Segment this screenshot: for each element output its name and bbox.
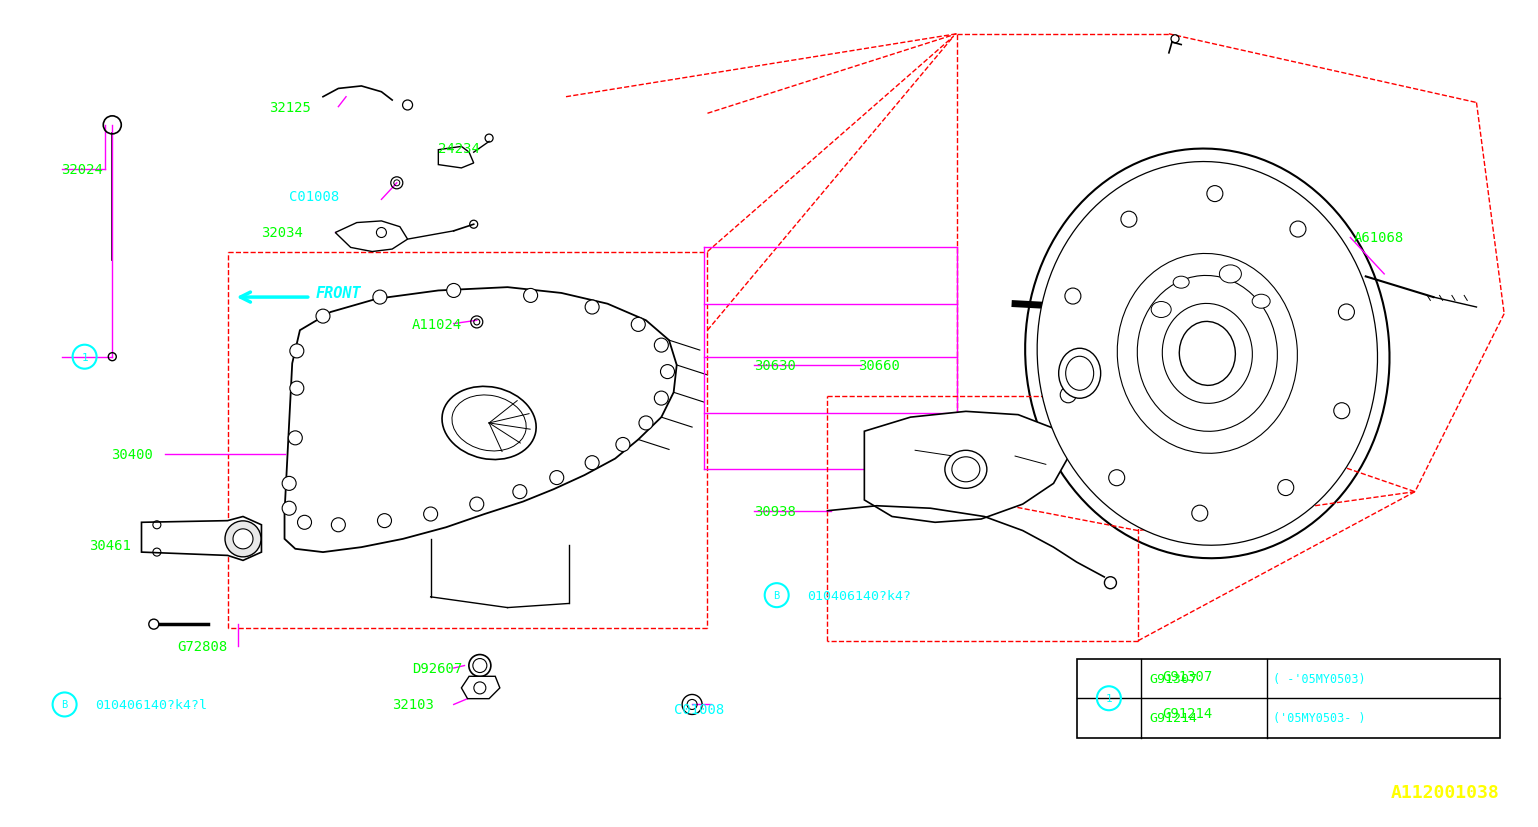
Text: A112001038: A112001038 bbox=[1390, 783, 1500, 801]
Circle shape bbox=[1121, 212, 1137, 228]
Text: A11024: A11024 bbox=[412, 318, 463, 331]
Polygon shape bbox=[141, 517, 261, 561]
Ellipse shape bbox=[1066, 356, 1094, 391]
Text: FRONT: FRONT bbox=[315, 286, 361, 301]
Text: 30630: 30630 bbox=[754, 359, 795, 372]
Text: C01008: C01008 bbox=[674, 703, 724, 716]
Circle shape bbox=[377, 514, 392, 528]
Text: G91214: G91214 bbox=[1149, 711, 1197, 724]
Text: C01008: C01008 bbox=[289, 190, 340, 203]
Text: 30461: 30461 bbox=[89, 539, 131, 552]
Circle shape bbox=[446, 284, 461, 298]
Ellipse shape bbox=[1150, 302, 1172, 318]
Ellipse shape bbox=[1117, 254, 1298, 454]
Circle shape bbox=[1192, 505, 1207, 522]
Ellipse shape bbox=[944, 451, 987, 489]
Polygon shape bbox=[335, 222, 408, 252]
Text: 010406140?k4?l: 010406140?k4?l bbox=[95, 698, 208, 711]
Text: 32034: 32034 bbox=[261, 227, 303, 240]
Polygon shape bbox=[438, 147, 474, 169]
Circle shape bbox=[523, 289, 538, 303]
Circle shape bbox=[660, 366, 675, 379]
Circle shape bbox=[1207, 186, 1223, 203]
Bar bbox=[1077, 659, 1500, 738]
Ellipse shape bbox=[1137, 276, 1278, 432]
Circle shape bbox=[631, 318, 646, 332]
Text: 1: 1 bbox=[82, 352, 88, 362]
Circle shape bbox=[288, 432, 303, 445]
Circle shape bbox=[1338, 304, 1355, 321]
Text: D92607: D92607 bbox=[412, 662, 463, 675]
Text: B: B bbox=[774, 590, 780, 600]
Ellipse shape bbox=[441, 387, 537, 460]
Circle shape bbox=[289, 345, 305, 358]
Polygon shape bbox=[461, 676, 500, 699]
Circle shape bbox=[654, 339, 669, 352]
Text: 30400: 30400 bbox=[111, 448, 152, 461]
Ellipse shape bbox=[225, 521, 261, 557]
Circle shape bbox=[289, 382, 305, 395]
Ellipse shape bbox=[1173, 277, 1189, 289]
Circle shape bbox=[297, 516, 312, 529]
Circle shape bbox=[1333, 404, 1350, 419]
Ellipse shape bbox=[952, 457, 980, 482]
Circle shape bbox=[423, 508, 438, 521]
Ellipse shape bbox=[1026, 150, 1389, 558]
Circle shape bbox=[638, 417, 654, 430]
Ellipse shape bbox=[452, 395, 526, 452]
Ellipse shape bbox=[1220, 265, 1241, 284]
Circle shape bbox=[1060, 387, 1077, 404]
Circle shape bbox=[149, 619, 158, 629]
Circle shape bbox=[615, 438, 631, 452]
Circle shape bbox=[403, 101, 412, 111]
Circle shape bbox=[281, 502, 297, 515]
Text: ( -'05MY0503): ( -'05MY0503) bbox=[1273, 672, 1366, 686]
Polygon shape bbox=[285, 288, 677, 552]
Text: 32125: 32125 bbox=[269, 101, 311, 114]
Circle shape bbox=[1064, 289, 1081, 304]
Circle shape bbox=[654, 392, 669, 405]
Text: 010406140?k4?: 010406140?k4? bbox=[807, 589, 912, 602]
Text: 32024: 32024 bbox=[62, 163, 103, 176]
Circle shape bbox=[549, 471, 564, 485]
Ellipse shape bbox=[1058, 349, 1101, 399]
Ellipse shape bbox=[232, 529, 254, 549]
Text: 1: 1 bbox=[1106, 693, 1112, 704]
Circle shape bbox=[315, 310, 331, 323]
Circle shape bbox=[469, 498, 484, 511]
Circle shape bbox=[584, 457, 600, 470]
Ellipse shape bbox=[1180, 322, 1235, 386]
Text: ('05MY0503- ): ('05MY0503- ) bbox=[1273, 711, 1366, 724]
Text: G72808: G72808 bbox=[177, 640, 228, 653]
Ellipse shape bbox=[1252, 295, 1270, 308]
Circle shape bbox=[1278, 480, 1293, 496]
Text: G91307: G91307 bbox=[1163, 670, 1213, 683]
Text: G91307: G91307 bbox=[1149, 672, 1197, 686]
Text: 32103: 32103 bbox=[392, 698, 434, 711]
Text: G91214: G91214 bbox=[1163, 706, 1213, 719]
Circle shape bbox=[1290, 222, 1306, 237]
Text: B: B bbox=[62, 700, 68, 710]
Ellipse shape bbox=[1163, 304, 1252, 404]
Circle shape bbox=[372, 291, 388, 304]
Text: A61068: A61068 bbox=[1353, 232, 1404, 245]
Text: 30938: 30938 bbox=[754, 504, 795, 518]
Circle shape bbox=[1109, 471, 1124, 486]
Circle shape bbox=[512, 485, 528, 499]
Ellipse shape bbox=[1037, 162, 1378, 546]
Text: 30660: 30660 bbox=[858, 359, 900, 372]
Circle shape bbox=[331, 519, 346, 532]
Text: 24234: 24234 bbox=[438, 142, 480, 155]
Circle shape bbox=[281, 477, 297, 490]
Polygon shape bbox=[864, 412, 1069, 523]
Circle shape bbox=[584, 301, 600, 314]
